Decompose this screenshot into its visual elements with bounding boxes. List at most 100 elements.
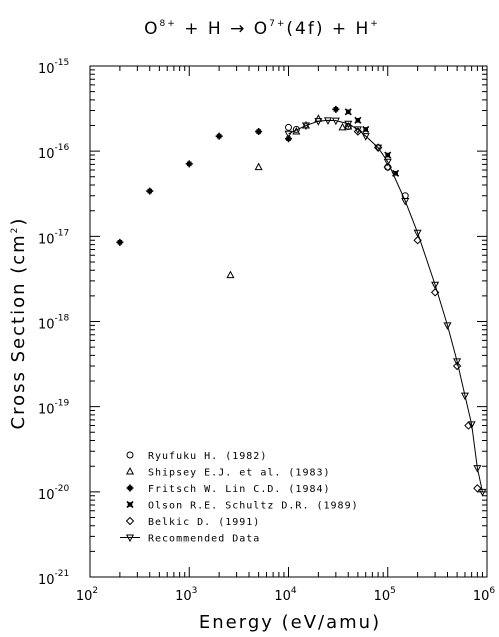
legend-marker-triangle: [125, 466, 135, 475]
y-tick-exp: -20: [55, 484, 70, 494]
data-point-triangle-down: [453, 358, 462, 366]
legend-marker-circle: [126, 451, 134, 459]
data-point-triangle-down: [344, 120, 353, 129]
data-point-triangle-down: [413, 229, 422, 238]
tick-marks: [89, 65, 488, 578]
data-point-triangle-down: [374, 144, 383, 153]
data-point-x: [384, 151, 392, 159]
y-tick-base: 10: [38, 62, 55, 77]
legend-label: Shipsey E.J. et al. (1983): [148, 468, 331, 479]
x-axis-label: Energy (eV/amu): [199, 612, 381, 633]
data-point-triangle-down: [323, 117, 333, 125]
axis-ticks: [89, 65, 488, 578]
data-point-plus: [116, 238, 124, 246]
x-tick-base: 10: [473, 589, 490, 604]
data-point-plus: [185, 160, 193, 168]
data-point-plus: [255, 128, 263, 136]
data-point-triangle: [344, 121, 353, 130]
legend-marker-triangle-down: [125, 534, 135, 543]
title-part-c: (4f) + H: [286, 19, 370, 39]
y-tick-base: 10: [38, 232, 55, 247]
y-tick-label: 10-18: [38, 314, 70, 333]
x-tick-labels: 102 103 104 105 106: [76, 586, 496, 604]
y-axis-label-sup: 2: [10, 226, 20, 234]
data-point-triangle-down: [431, 281, 440, 290]
x-tick-exp: 6: [489, 586, 495, 596]
data-point-plus: [332, 105, 340, 113]
data-point-triangle-down: [478, 488, 487, 497]
data-point-triangle-down: [314, 118, 323, 126]
legend: Ryufuku H. (1982) Shipsey E.J. et al. (19…: [120, 451, 358, 545]
x-tick-label: 106: [473, 586, 496, 604]
y-axis-label-end: ): [8, 217, 29, 226]
legend-label: Fritsch W. Lin C.D. (1984): [148, 484, 331, 495]
y-tick-base: 10: [38, 573, 55, 588]
x-tick-label: 102: [76, 586, 98, 604]
data-point-diamond: [413, 236, 422, 245]
x-tick-label: 104: [274, 586, 297, 604]
y-tick-base: 10: [38, 318, 55, 333]
y-tick-label: 10-15: [38, 58, 69, 77]
y-tick-exp: -18: [55, 314, 70, 324]
data-point-diamond: [430, 288, 440, 297]
x-tick-label: 105: [374, 586, 396, 604]
y-tick-label: 10-16: [38, 143, 70, 162]
data-point-circle: [285, 123, 292, 131]
data-point-triangle-down: [383, 158, 392, 167]
data-points: [116, 105, 487, 497]
y-tick-label: 10-21: [38, 569, 69, 588]
legend-label: Belkic D. (1991): [148, 517, 260, 528]
data-point-triangle-down: [301, 122, 311, 131]
y-tick-base: 10: [38, 488, 55, 503]
data-point-diamond: [452, 361, 462, 371]
x-tick-exp: 2: [92, 586, 98, 596]
data-point-triangle-down: [473, 465, 482, 473]
y-tick-label: 10-17: [38, 228, 69, 247]
y-tick-exp: -21: [55, 569, 70, 579]
recommended-data-line: [288, 119, 483, 492]
y-tick-label: 10-20: [38, 484, 70, 503]
legend-marker-diamond: [125, 516, 135, 526]
data-point-diamond: [473, 484, 482, 493]
data-point-triangle-down: [443, 322, 452, 330]
x-tick-label: 103: [175, 586, 197, 604]
y-tick-exp: -16: [55, 143, 70, 153]
legend-marker-plus: [126, 484, 134, 492]
y-axis-label-main: Cross Section (cm: [8, 233, 29, 429]
data-point-diamond: [383, 162, 392, 172]
x-tick-base: 10: [374, 589, 391, 604]
legend-marker-x: [126, 500, 134, 509]
data-point-x: [392, 169, 400, 177]
x-tick-exp: 5: [390, 586, 396, 596]
data-point-plus: [215, 132, 223, 140]
data-point-triangle-down: [467, 421, 476, 429]
x-tick-base: 10: [76, 589, 93, 604]
x-tick-base: 10: [175, 589, 192, 604]
y-tick-label: 10-19: [38, 399, 70, 418]
title-sup-c: +: [370, 19, 380, 29]
y-tick-exp: -17: [55, 228, 70, 238]
y-axis-label: Cross Section (cm2): [8, 217, 29, 430]
data-point-triangle: [254, 162, 263, 171]
chart-title: O8+ + H → O7+(4f) + H+: [144, 19, 380, 39]
title-sup-a: 8+: [160, 19, 177, 29]
data-point-triangle-down: [284, 130, 293, 139]
x-tick-base: 10: [274, 589, 291, 604]
data-point-x: [344, 108, 352, 116]
x-tick-exp: 4: [291, 586, 297, 596]
y-tick-exp: -19: [55, 399, 70, 409]
data-point-diamond: [353, 127, 363, 136]
data-point-triangle: [338, 122, 347, 131]
data-point-triangle-down: [401, 197, 410, 206]
data-point-triangle-down: [361, 133, 370, 141]
data-point-triangle-down: [353, 126, 362, 134]
y-tick-base: 10: [38, 147, 55, 162]
data-point-triangle-down: [331, 117, 340, 126]
x-tick-exp: 3: [192, 586, 198, 596]
data-point-triangle: [292, 126, 301, 135]
data-point-diamond: [464, 421, 473, 430]
y-tick-exp: -15: [55, 58, 70, 68]
legend-label: Recommended Data: [148, 534, 260, 545]
